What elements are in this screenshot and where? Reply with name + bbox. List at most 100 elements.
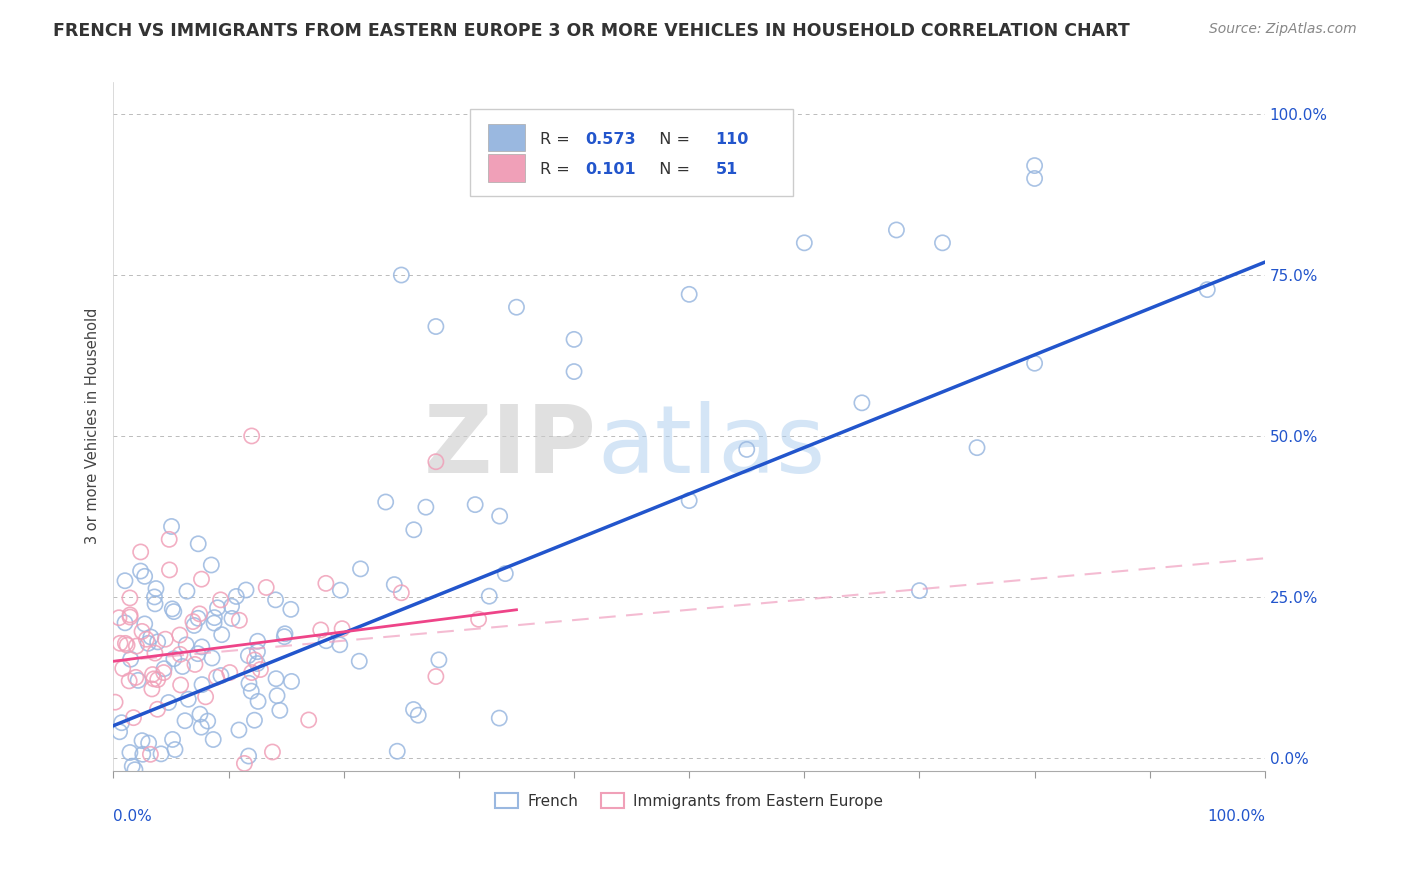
Point: [246, 634, 269, 648]
Point: [425, 669, 447, 683]
Point: [202, 732, 225, 747]
Point: [111, 715, 134, 730]
Point: [238, 676, 260, 690]
Point: [249, 663, 271, 677]
Point: [127, 673, 149, 688]
Point: [169, 648, 191, 662]
Point: [138, 736, 160, 750]
Text: FRENCH VS IMMIGRANTS FROM EASTERN EUROPE 3 OR MORE VEHICLES IN HOUSEHOLD CORRELA: FRENCH VS IMMIGRANTS FROM EASTERN EUROPE…: [53, 22, 1130, 40]
Point: [115, 638, 138, 652]
Point: [142, 672, 165, 686]
Point: [240, 684, 263, 698]
Point: [118, 673, 141, 688]
Point: [280, 674, 302, 689]
Point: [389, 586, 412, 600]
Point: [132, 747, 155, 762]
Point: [793, 235, 815, 250]
Point: [382, 577, 405, 591]
Point: [309, 623, 332, 637]
Point: [221, 611, 243, 625]
Point: [209, 668, 232, 682]
Point: [233, 756, 256, 771]
Point: [108, 636, 131, 650]
Point: [218, 665, 240, 680]
Point: [104, 695, 127, 709]
Point: [228, 723, 250, 737]
Point: [1197, 283, 1219, 297]
Point: [211, 628, 233, 642]
Point: [201, 651, 224, 665]
Point: [374, 495, 396, 509]
Point: [467, 612, 489, 626]
Point: [254, 581, 277, 595]
Point: [187, 537, 209, 551]
Point: [141, 681, 163, 696]
Text: atlas: atlas: [598, 401, 825, 493]
Point: [163, 742, 186, 756]
Point: [108, 724, 131, 739]
Point: [478, 589, 501, 603]
Point: [415, 500, 437, 515]
Point: [125, 639, 148, 653]
Point: [349, 562, 371, 576]
Point: [735, 442, 758, 457]
Point: [238, 648, 260, 663]
Point: [269, 703, 291, 717]
FancyBboxPatch shape: [488, 154, 524, 182]
Point: [228, 613, 250, 627]
Point: [145, 582, 167, 596]
Text: 0.573: 0.573: [585, 132, 636, 146]
Y-axis label: 3 or more Vehicles in Household: 3 or more Vehicles in Household: [86, 308, 100, 544]
Point: [387, 744, 409, 758]
Point: [264, 672, 287, 686]
Point: [349, 654, 371, 668]
Point: [131, 624, 153, 639]
Point: [184, 657, 207, 672]
Point: [329, 638, 352, 652]
Point: [406, 708, 429, 723]
Legend: French, Immigrants from Eastern Europe: French, Immigrants from Eastern Europe: [489, 787, 889, 814]
Point: [243, 653, 266, 667]
Point: [908, 583, 931, 598]
Point: [139, 630, 162, 644]
Point: [159, 563, 181, 577]
Point: [886, 223, 908, 237]
Point: [966, 441, 988, 455]
Point: [131, 733, 153, 747]
Point: [114, 574, 136, 588]
Point: [225, 590, 247, 604]
Point: [191, 678, 214, 692]
Point: [118, 607, 141, 622]
Point: [163, 783, 186, 797]
Point: [177, 692, 200, 706]
Point: [163, 605, 186, 619]
Point: [389, 268, 412, 282]
Point: [160, 519, 183, 533]
Point: [129, 545, 152, 559]
Point: [329, 583, 352, 598]
Point: [246, 645, 269, 659]
Point: [118, 610, 141, 624]
Point: [146, 673, 169, 687]
Text: N =: N =: [650, 132, 695, 146]
Point: [179, 782, 201, 797]
Point: [274, 627, 297, 641]
Point: [678, 493, 700, 508]
Point: [129, 564, 152, 578]
Point: [143, 590, 166, 604]
Point: [120, 652, 142, 666]
FancyBboxPatch shape: [488, 124, 524, 152]
Point: [150, 747, 173, 761]
Point: [200, 558, 222, 572]
Point: [157, 696, 180, 710]
Point: [155, 632, 177, 647]
Point: [427, 653, 450, 667]
Point: [202, 615, 225, 630]
Point: [141, 667, 163, 681]
Point: [488, 509, 510, 524]
Point: [205, 670, 228, 684]
Point: [315, 576, 337, 591]
Point: [139, 783, 162, 797]
Point: [246, 657, 269, 671]
Point: [191, 640, 214, 654]
